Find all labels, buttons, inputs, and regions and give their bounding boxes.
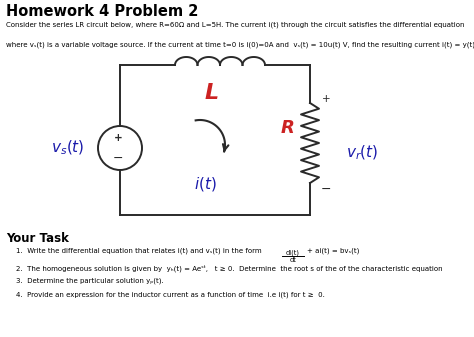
Text: $v_s(t)$: $v_s(t)$	[51, 139, 85, 157]
Text: +: +	[114, 133, 122, 143]
Text: Homework 4 Problem 2: Homework 4 Problem 2	[6, 4, 199, 19]
Text: Your Task: Your Task	[6, 232, 69, 245]
Text: where vₛ(t) is a variable voltage source. If the current at time t=0 is i(0)=0A : where vₛ(t) is a variable voltage source…	[6, 42, 474, 49]
Text: 2.  The homogeneous solution is given by  yₕ(t) = Aeˢᵗ,   t ≥ 0.  Determine  the: 2. The homogeneous solution is given by …	[16, 265, 443, 273]
Text: R: R	[281, 119, 295, 137]
Text: 4.  Provide an expression for the inductor current as a function of time  i.e i(: 4. Provide an expression for the inducto…	[16, 291, 325, 298]
Text: −: −	[113, 152, 123, 164]
Text: Consider the series LR circuit below, where R=60Ω and L=5H. The current i(t) thr: Consider the series LR circuit below, wh…	[6, 22, 465, 29]
Text: $i(t)$: $i(t)$	[193, 175, 216, 193]
Text: + ai(t) = bvₛ(t): + ai(t) = bvₛ(t)	[307, 248, 359, 254]
Text: 1.  Write the differential equation that relates i(t) and vₛ(t) in the form: 1. Write the differential equation that …	[16, 248, 262, 254]
Text: $v_r(t)$: $v_r(t)$	[346, 144, 378, 162]
Text: L: L	[205, 83, 219, 103]
Text: +: +	[322, 94, 330, 104]
Text: 3.  Determine the particular solution yₚ(t).: 3. Determine the particular solution yₚ(…	[16, 278, 164, 284]
Text: −: −	[321, 183, 331, 195]
Text: dt: dt	[290, 257, 296, 263]
Text: di(t): di(t)	[286, 249, 300, 255]
